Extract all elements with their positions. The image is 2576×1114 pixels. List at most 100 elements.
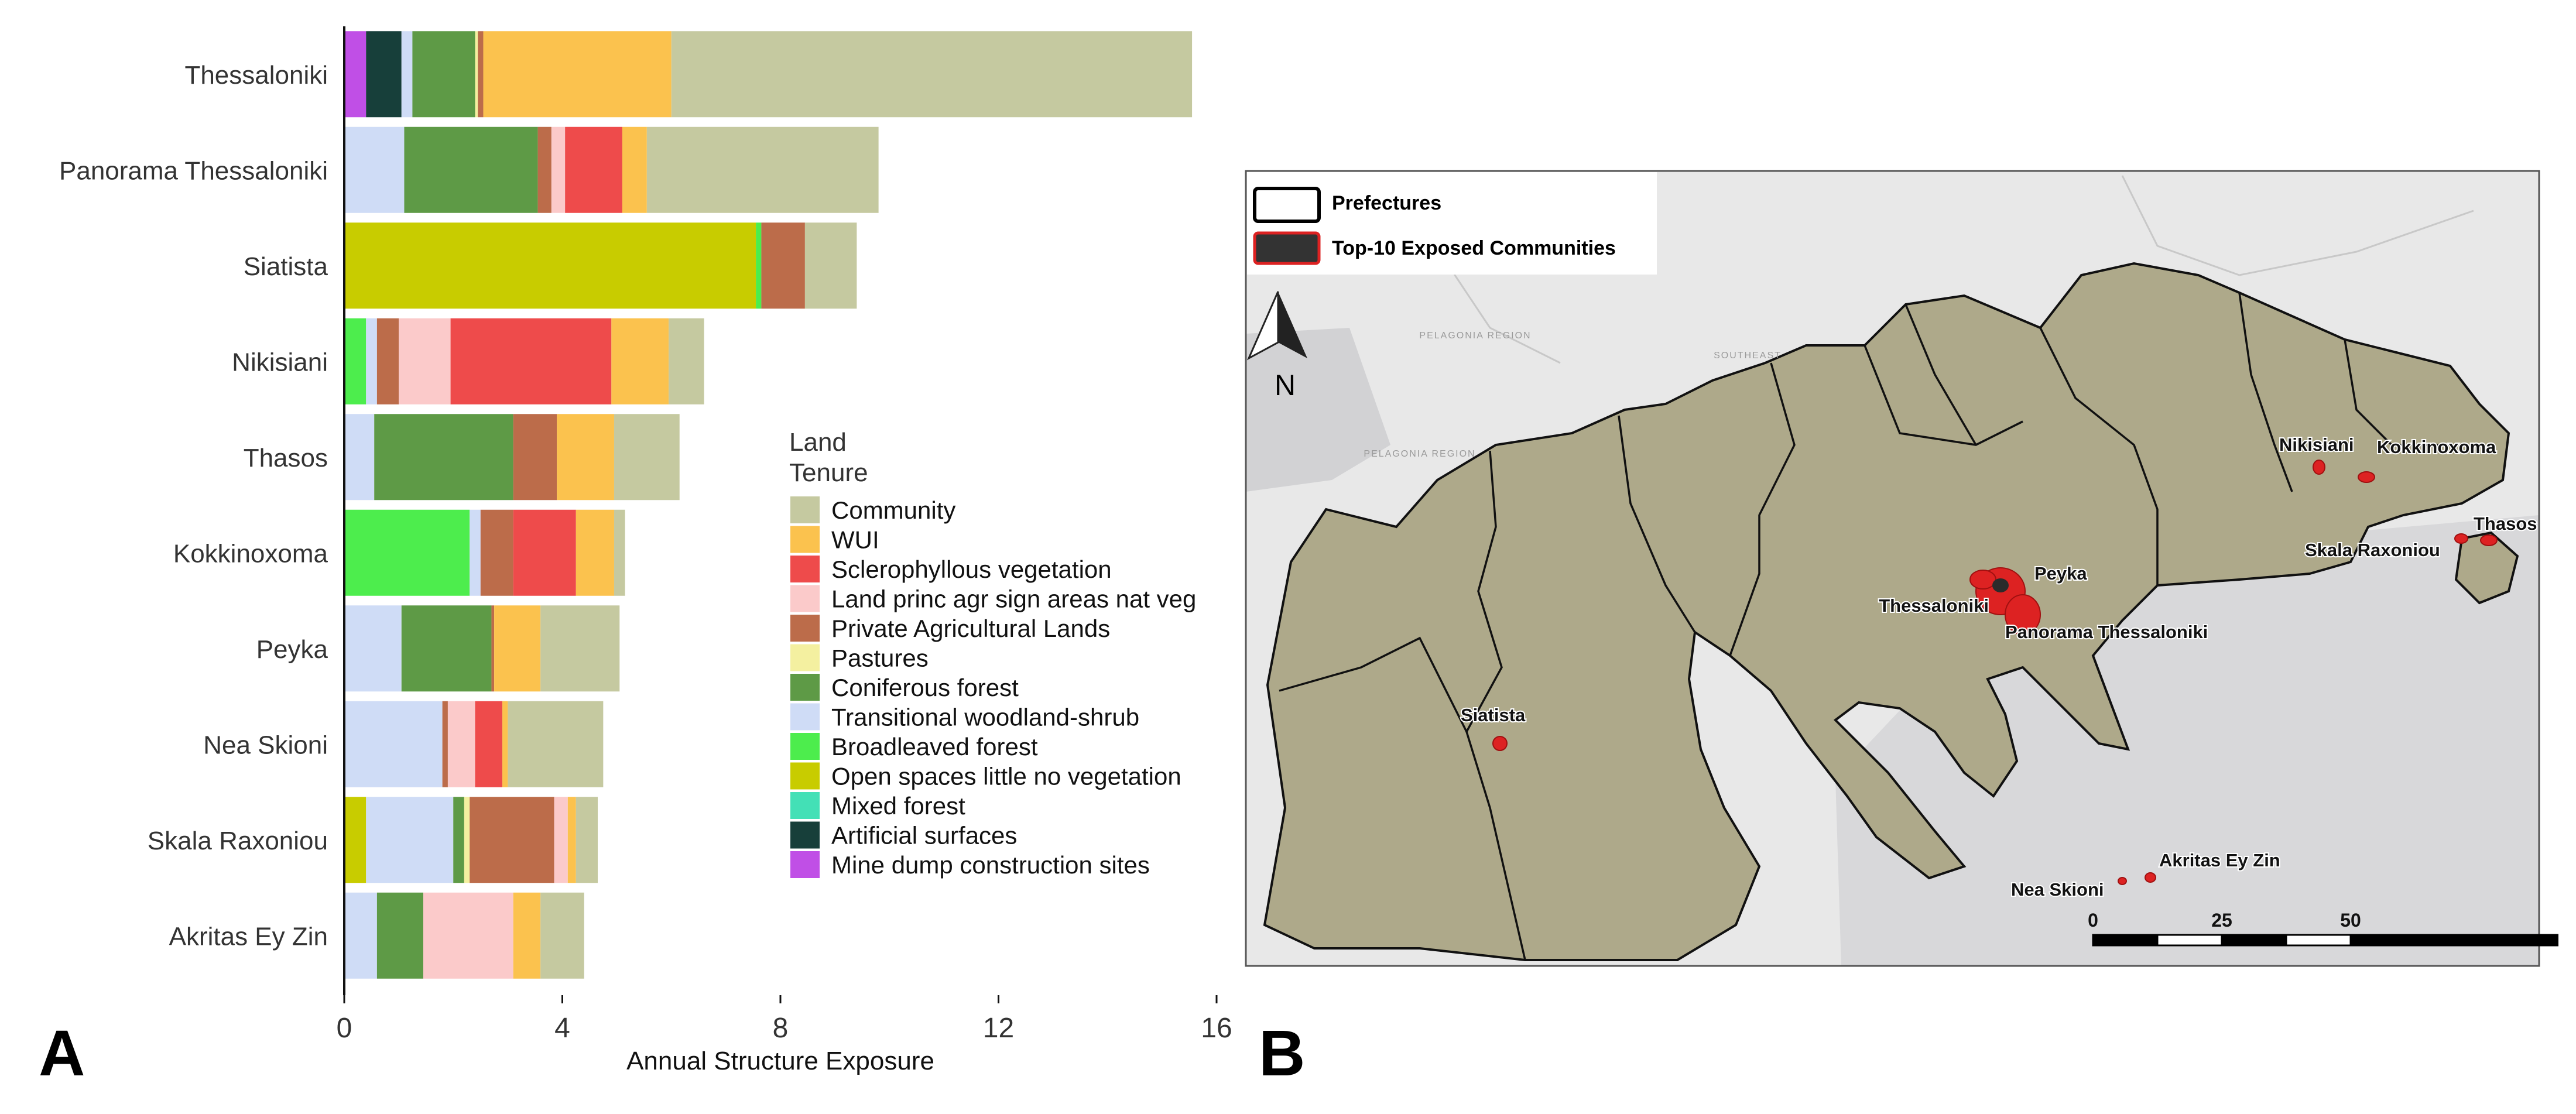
north-arrow-outline-icon xyxy=(1246,291,1279,361)
bar-segment-thessaloniki-community xyxy=(671,31,1193,118)
bar-segment-nea-skioni-private-agricultural-lands xyxy=(442,701,448,787)
category-label: Kokkinoxoma xyxy=(173,539,328,568)
bar-segment-peyka-coniferous-forest xyxy=(401,605,492,692)
scale-bar-segment xyxy=(2156,934,2223,947)
bar-segment-thessaloniki-coniferous-forest xyxy=(412,31,475,118)
x-tick-label: 12 xyxy=(983,1013,1014,1044)
bar-segment-panorama-thessaloniki-community xyxy=(646,126,879,213)
legend-label-land-princ-agr-sign-areas-nat-veg: Land princ agr sign areas nat veg xyxy=(831,585,1196,613)
bar-segment-thessaloniki-artificial-surfaces xyxy=(366,31,402,118)
place-label-siatista: Siatista xyxy=(1461,705,1526,725)
category-label: Nikisiani xyxy=(232,348,328,376)
bar-chart: Thessaloniki Panorama Thessaloniki Siatist… xyxy=(59,26,1232,1075)
category-label: Thessaloniki xyxy=(184,61,328,90)
prefecture-border xyxy=(2238,292,2293,492)
place-label-nikisiani: Nikisiani xyxy=(2279,434,2354,455)
legend-swatch-land-princ-agr-sign-areas-nat-veg xyxy=(790,585,820,612)
legend-community-symbol xyxy=(1253,231,1321,265)
bar-segment-skala-raxoniou-wui xyxy=(567,797,576,883)
bar-segment-thessaloniki-wui xyxy=(483,31,672,118)
bar-segment-nikisiani-private-agricultural-lands xyxy=(376,318,399,405)
bar-segment-panorama-thessaloniki-land-princ-agr-sign-areas-nat-veg xyxy=(551,126,566,213)
prefecture-border xyxy=(1465,450,1526,961)
place-label-kokkinoxoma: Kokkinoxoma xyxy=(2377,437,2496,457)
legend-swatch-sclerophyllous-vegetation xyxy=(790,556,820,582)
exposed-community-marker xyxy=(2145,872,2156,883)
bar-segment-skala-raxoniou-community xyxy=(576,797,598,883)
bar-segment-skala-raxoniou-transitional-woodland-shrub xyxy=(366,797,454,883)
legend-label-mixed-forest: Mixed forest xyxy=(831,792,965,820)
legend-title: Land xyxy=(789,428,847,457)
bar-segment-siatista-private-agricultural-lands xyxy=(761,222,805,309)
map-frame xyxy=(1245,170,2540,967)
panel-label-b: B xyxy=(1259,1017,1306,1089)
prefecture-border xyxy=(1279,636,1468,732)
bar-segment-thessaloniki-private-agricultural-lands xyxy=(478,31,484,118)
prefecture-border xyxy=(2039,327,2159,585)
bar-segment-skala-raxoniou-private-agricultural-lands xyxy=(470,797,554,883)
north-label: N xyxy=(1275,369,1296,402)
bar-segment-kokkinoxoma-sclerophyllous-vegetation xyxy=(513,509,576,596)
prefecture-border xyxy=(1618,415,1696,633)
prefecture-border xyxy=(2344,339,2450,446)
bar-segment-nea-skioni-wui xyxy=(502,701,508,787)
legend-swatch-private-agricultural-lands xyxy=(790,615,820,642)
category-label: Nea Skioni xyxy=(203,731,328,759)
scale-bar-segment xyxy=(2285,934,2352,947)
legend-swatch-transitional-woodland-shrub xyxy=(790,703,820,731)
place-label-skala-raxoniou: Skala Raxoniou xyxy=(2305,540,2440,560)
bar-segment-akritas-ey-zin-land-princ-agr-sign-areas-nat-veg xyxy=(423,892,513,979)
x-tick-label: 16 xyxy=(1201,1013,1232,1044)
bar-segment-kokkinoxoma-wui xyxy=(576,509,614,596)
bar-segment-panorama-thessaloniki-transitional-woodland-shrub xyxy=(344,126,405,213)
legend-swatch-mixed-forest xyxy=(790,792,820,819)
legend-prefecture-symbol xyxy=(1253,187,1321,223)
bar-segment-skala-raxoniou-coniferous-forest xyxy=(453,797,464,883)
bar-segment-nikisiani-community xyxy=(669,318,704,405)
bar-segment-akritas-ey-zin-community xyxy=(540,892,584,979)
legend-label-pastures: Pastures xyxy=(831,645,929,672)
bar-segment-akritas-ey-zin-coniferous-forest xyxy=(376,892,424,979)
scale-label: 25 xyxy=(2211,910,2232,931)
bar-segment-peyka-private-agricultural-lands xyxy=(491,605,495,692)
bar-segment-nea-skioni-community xyxy=(508,701,604,787)
legend-label-broadleaved-forest: Broadleaved forest xyxy=(831,733,1038,760)
legend-swatch-broadleaved-forest xyxy=(790,733,820,760)
scale-bar-segment xyxy=(2349,934,2558,947)
legend-label-artificial-surfaces: Artificial surfaces xyxy=(831,822,1017,849)
bar-segment-nikisiani-wui xyxy=(611,318,669,405)
bar-segment-nikisiani-land-princ-agr-sign-areas-nat-veg xyxy=(399,318,451,405)
scale-bar-segment xyxy=(2221,934,2287,947)
bar-segment-nikisiani-transitional-woodland-shrub xyxy=(366,318,377,405)
category-label: Thasos xyxy=(244,444,328,472)
bar-segment-akritas-ey-zin-transitional-woodland-shrub xyxy=(344,892,377,979)
bar-segment-thessaloniki-mine-dump-construction-sites xyxy=(344,31,366,118)
bar-segment-skala-raxoniou-open-spaces-little-no-vegetation xyxy=(344,797,366,883)
prefecture-border xyxy=(1729,362,1796,656)
scale-label: 50 xyxy=(2340,910,2361,931)
legend-swatch-wui xyxy=(790,526,820,553)
legend-swatch-open-spaces-little-no-vegetation xyxy=(790,762,820,790)
place-label-thasos: Thasos xyxy=(2474,513,2537,534)
legend-swatch-mine-dump-construction-sites xyxy=(790,851,820,878)
place-label-nea-skioni: Nea Skioni xyxy=(2011,879,2104,900)
bar-segment-kokkinoxoma-broadleaved-forest xyxy=(344,509,470,596)
scale-label: 0 xyxy=(2088,910,2098,931)
bar-segment-panorama-thessaloniki-coniferous-forest xyxy=(404,126,538,213)
legend-label-mine-dump-construction-sites: Mine dump construction sites xyxy=(831,851,1150,879)
land-mass xyxy=(1263,262,2510,961)
legend-label-open-spaces-little-no-vegetation: Open spaces little no vegetation xyxy=(831,763,1181,790)
background-region-label: PELAGONIA REGION xyxy=(1364,449,1475,459)
bar-segment-panorama-thessaloniki-private-agricultural-lands xyxy=(537,126,551,213)
x-tick-label: 4 xyxy=(554,1013,570,1044)
bar-segment-thasos-community xyxy=(614,414,680,501)
exposed-community-marker xyxy=(2454,533,2468,544)
bar-segment-panorama-thessaloniki-wui xyxy=(622,126,647,213)
legend-label-wui: WUI xyxy=(831,526,879,554)
bar-segment-siatista-broadleaved-forest xyxy=(756,222,762,309)
exposed-community-marker xyxy=(2118,877,2127,885)
bar-segment-siatista-community xyxy=(804,222,857,309)
bar-segment-peyka-transitional-woodland-shrub xyxy=(344,605,402,692)
legend-label-sclerophyllous-vegetation: Sclerophyllous vegetation xyxy=(831,556,1112,583)
exposed-community-marker xyxy=(1969,570,1996,589)
